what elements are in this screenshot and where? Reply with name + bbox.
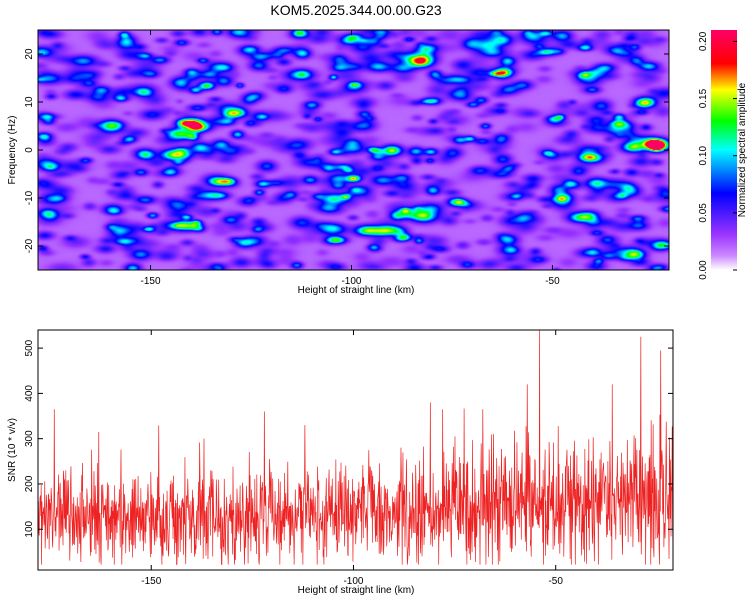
heatmap-x-axis-label: Height of straight line (km) <box>298 285 415 296</box>
colorbar-tick-label: 0.00 <box>698 260 709 280</box>
heatmap-y-tick-label: -10 <box>24 190 35 205</box>
snr-x-tick-label: -100 <box>343 576 363 587</box>
heatmap-x-tick-label: -150 <box>141 276 161 287</box>
colorbar-label: Normalized spectral amplitude <box>737 82 748 217</box>
heatmap-y-ticks: -20 -10 0 10 20 <box>24 48 669 253</box>
colorbar-ticks: 0.00 0.05 0.10 0.15 0.20 <box>698 31 737 280</box>
snr-y-ticks: 100 200 300 400 500 <box>24 339 673 538</box>
colorbar-tick-label: 0.15 <box>698 88 709 108</box>
snr-y-tick-label: 500 <box>24 339 35 356</box>
heatmap-y-tick-label: 20 <box>24 48 35 60</box>
snr-y-axis-label: SNR (10 * v/v) <box>7 418 18 482</box>
snr-frame <box>37 329 674 571</box>
heatmap-x-tick-label: -100 <box>341 276 361 287</box>
snr-x-tick-label: -150 <box>141 576 161 587</box>
snr-series-line <box>38 330 673 566</box>
snr-x-tick-label: -50 <box>548 576 563 587</box>
colorbar-tick-label: 0.10 <box>698 146 709 166</box>
snr-x-ticks: -150 -100 -50 <box>141 330 563 587</box>
snr-x-axis-label: Height of straight line (km) <box>298 585 415 596</box>
heatmap-y-axis-label: Frequency (Hz) <box>7 116 18 185</box>
colorbar: 0.00 0.05 0.10 0.15 0.20 Normalized spectral… <box>698 30 748 280</box>
snr-panel: -150 -100 -50 100 200 300 400 500 Height of st… <box>7 329 674 596</box>
heatmap-x-tick-label: -50 <box>545 276 560 287</box>
heatmap-y-tick-label: 10 <box>24 96 35 108</box>
snr-y-tick-label: 200 <box>24 475 35 492</box>
heatmap-x-ticks: -150 -100 -50 <box>141 30 560 287</box>
heatmap-y-tick-label: 0 <box>24 147 35 153</box>
snr-y-tick-label: 400 <box>24 385 35 402</box>
figure-title: KOM5.2025.344.00.00.G23 <box>270 2 441 18</box>
colorbar-tick-label: 0.05 <box>698 203 709 223</box>
colorbar-gradient <box>711 30 737 270</box>
snr-y-tick-label: 100 <box>24 520 35 537</box>
snr-y-tick-label: 300 <box>24 430 35 447</box>
colorbar-tick-label: 0.20 <box>698 31 709 51</box>
heatmap-y-tick-label: -20 <box>24 238 35 253</box>
